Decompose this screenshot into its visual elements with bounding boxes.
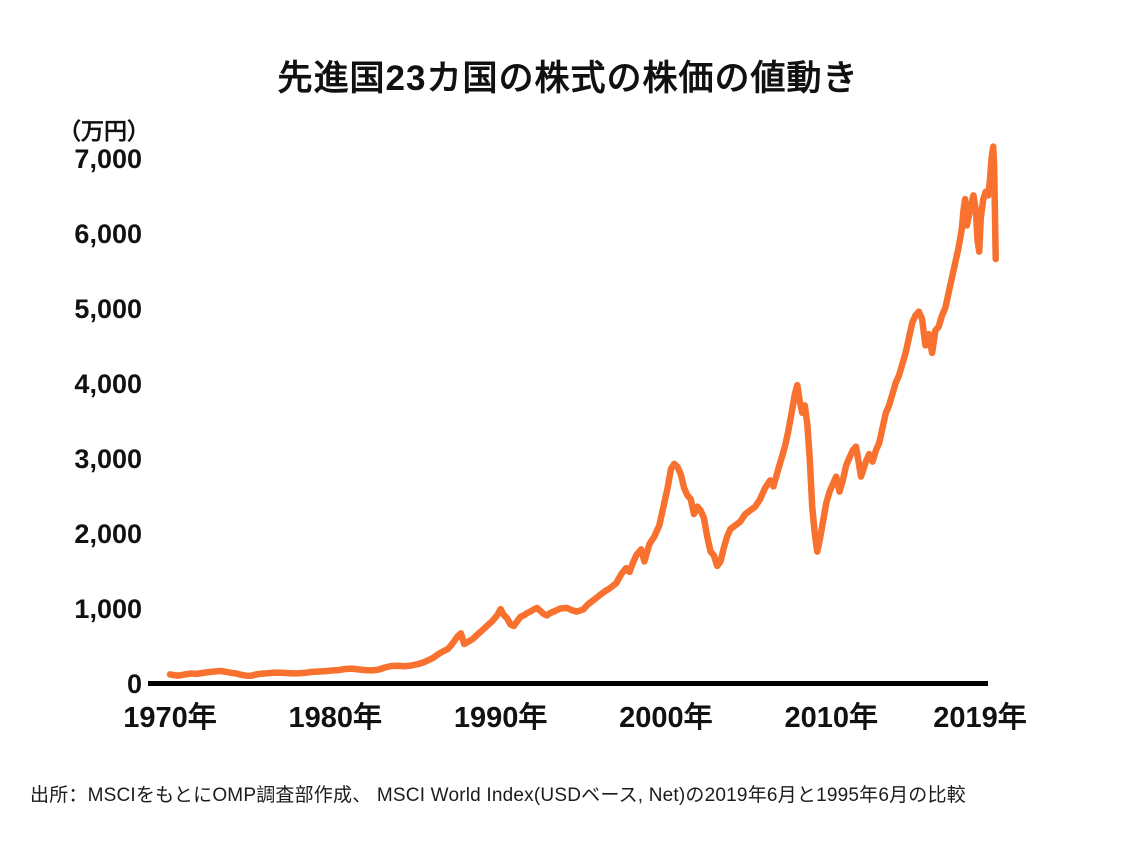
x-tick-label: 2019年 [933,700,1027,734]
y-tick-label: 5,000 [74,294,142,324]
x-tick-label: 2010年 [784,700,878,734]
chart-title: 先進国23カ国の株式の株価の値動き [277,59,859,98]
y-tick-label: 3,000 [74,444,142,474]
source-note: 出所：MSCIをもとにOMP調査部作成、 MSCI World Index(US… [30,785,966,806]
y-tick-label: 2,000 [74,519,142,549]
x-tick-label: 2000年 [619,700,713,734]
x-tick-label: 1980年 [289,700,383,734]
y-tick-label: 6,000 [74,219,142,249]
y-tick-label: 0 [127,669,142,699]
y-tick-label: 4,000 [74,369,142,399]
x-tick-label: 1990年 [454,700,548,734]
x-tick-label: 1970年 [123,700,217,734]
y-axis-unit-label: （万円） [58,118,150,144]
y-tick-label: 7,000 [74,144,142,174]
price-line [166,143,999,680]
y-tick-label: 1,000 [74,594,142,624]
